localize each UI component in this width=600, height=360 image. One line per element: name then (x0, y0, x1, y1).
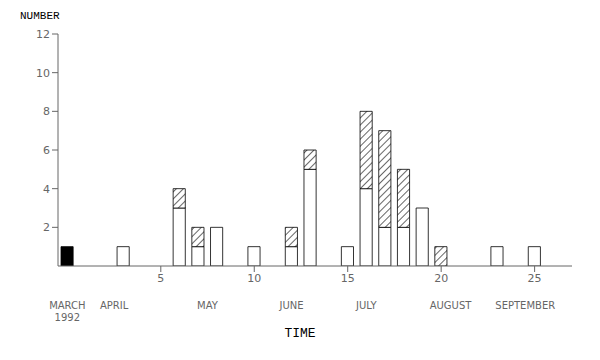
svg-text:JUNE: JUNE (279, 300, 304, 311)
svg-text:12: 12 (36, 28, 50, 41)
svg-text:25: 25 (528, 272, 542, 285)
svg-text:10: 10 (36, 67, 50, 80)
svg-text:AUGUST: AUGUST (430, 300, 473, 311)
svg-text:APRIL: APRIL (100, 300, 129, 311)
svg-text:8: 8 (43, 105, 50, 118)
svg-text:2: 2 (43, 221, 50, 234)
svg-text:5: 5 (157, 272, 164, 285)
svg-text:10: 10 (247, 272, 261, 285)
svg-text:MAY: MAY (197, 300, 219, 311)
svg-text:20: 20 (434, 272, 448, 285)
svg-text:MARCH1992: MARCH1992 (49, 300, 85, 323)
html-text:TIME: TIME (284, 326, 316, 341)
svg-text:SEPTEMBER: SEPTEMBER (495, 300, 555, 311)
svg-text:4: 4 (43, 183, 50, 196)
svg-text:6: 6 (43, 144, 50, 157)
svg-text:15: 15 (341, 272, 355, 285)
svg-text:JULY: JULY (355, 300, 378, 311)
html-text:NUMBER: NUMBER (20, 10, 60, 22)
